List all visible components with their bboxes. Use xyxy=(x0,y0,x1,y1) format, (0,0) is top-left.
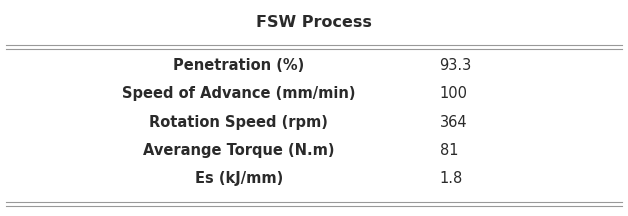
Text: Penetration (%): Penetration (%) xyxy=(173,58,304,73)
Text: 1.8: 1.8 xyxy=(440,171,463,186)
Text: 81: 81 xyxy=(440,143,458,158)
Text: Rotation Speed (rpm): Rotation Speed (rpm) xyxy=(149,114,328,130)
Text: 364: 364 xyxy=(440,114,467,130)
Text: Averange Torque (N.m): Averange Torque (N.m) xyxy=(143,143,334,158)
Text: 100: 100 xyxy=(440,86,468,102)
Text: Speed of Advance (mm/min): Speed of Advance (mm/min) xyxy=(122,86,355,102)
Text: FSW Process: FSW Process xyxy=(256,15,372,30)
Text: Es (kJ/mm): Es (kJ/mm) xyxy=(195,171,283,186)
Text: 93.3: 93.3 xyxy=(440,58,472,73)
